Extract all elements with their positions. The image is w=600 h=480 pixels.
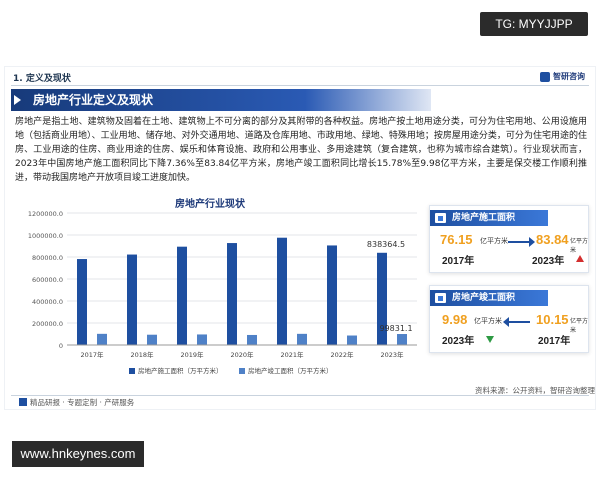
down-arrow-icon bbox=[486, 336, 494, 343]
x-tick-label: 2019年 bbox=[180, 350, 204, 359]
section-label: 1. 定义及现状 bbox=[13, 74, 71, 84]
data-label: 99831.1 bbox=[379, 324, 412, 333]
footer-divider bbox=[11, 395, 589, 396]
bar-construction bbox=[227, 243, 237, 345]
value-2017: 10.15 bbox=[536, 312, 569, 327]
data-label: 838364.5 bbox=[367, 240, 405, 249]
definition-paragraph: 房地产是指土地、建筑物及固着在土地、建筑物上不可分离的部分及其附带的各种权益。房… bbox=[15, 117, 587, 183]
bar-chart: 0 200000.0 400000.0 600000.0 800000.0 1000000… bbox=[28, 210, 417, 375]
year-label: 2017年 bbox=[442, 256, 475, 267]
unit-label: 亿平方米 bbox=[480, 237, 508, 245]
y-tick-label: 1200000.0 bbox=[28, 210, 63, 218]
bar-construction bbox=[327, 245, 337, 345]
website-watermark: www.hnkeynes.com bbox=[12, 441, 144, 467]
bar-construction bbox=[177, 246, 187, 345]
year-label: 2023年 bbox=[442, 336, 475, 347]
legend-label: 房地产施工面积（万平方米） bbox=[138, 366, 223, 375]
year-label: 2023年 bbox=[532, 256, 565, 267]
y-tick-label: 0 bbox=[59, 342, 63, 350]
bar-completion bbox=[147, 334, 157, 345]
x-tick-label: 2020年 bbox=[230, 350, 254, 359]
bar-completion bbox=[297, 333, 307, 345]
footer-logo-icon bbox=[19, 398, 27, 406]
tg-watermark-badge: TG: MYYJJPP bbox=[480, 12, 588, 36]
header-divider bbox=[11, 85, 589, 86]
brand-name: 智研咨询 bbox=[553, 72, 585, 81]
brand-logo-icon bbox=[540, 71, 550, 82]
unit-label: 亿平方米 bbox=[570, 318, 589, 334]
arrow-right-icon bbox=[508, 237, 535, 247]
title-arrow-icon bbox=[14, 95, 21, 105]
footer-label: 精品研报 · 专题定制 · 产研服务 bbox=[30, 398, 135, 407]
bar-completion bbox=[347, 335, 357, 345]
y-tick-label: 600000.0 bbox=[32, 276, 63, 284]
bar-construction bbox=[77, 259, 87, 345]
chart-title: 房地产行业现状 bbox=[175, 199, 245, 210]
unit-label: 亿平方米 bbox=[474, 317, 502, 325]
building-icon bbox=[435, 293, 446, 303]
bar-completion bbox=[397, 334, 407, 345]
y-tick-label: 400000.0 bbox=[32, 298, 63, 306]
y-tick-label: 1000000.0 bbox=[28, 232, 63, 240]
value-2017: 76.15 bbox=[440, 232, 473, 247]
y-tick-label: 800000.0 bbox=[32, 254, 63, 262]
bar-completion bbox=[197, 334, 207, 345]
x-tick-label: 2021年 bbox=[280, 350, 304, 359]
bar-completion bbox=[247, 334, 257, 345]
unit-label: 亿平方米 bbox=[570, 238, 589, 254]
report-slide: 1. 定义及现状 智研咨询 房地产行业定义及现状 房地产是指土地、建筑物及固着在… bbox=[4, 66, 596, 410]
year-label: 2017年 bbox=[538, 336, 571, 347]
completion-area-card: 房地产竣工面积 9.98 亿平方米 10.15 亿平方米 2023年 2017年 bbox=[429, 285, 589, 353]
value-2023: 9.98 bbox=[442, 312, 468, 327]
bar-construction bbox=[377, 252, 387, 345]
construction-area-card: 房地产施工面积 76.15 亿平方米 83.84 亿平方米 2017年 2023… bbox=[429, 205, 589, 273]
card-title: 房地产施工面积 bbox=[430, 210, 548, 226]
x-tick-label: 2022年 bbox=[330, 350, 354, 359]
x-tick-label: 2018年 bbox=[130, 350, 154, 359]
up-arrow-icon bbox=[576, 255, 584, 262]
page-title: 房地产行业定义及现状 bbox=[11, 89, 431, 111]
y-tick-label: 200000.0 bbox=[32, 320, 63, 328]
bar-construction bbox=[277, 237, 287, 345]
legend-label: 房地产竣工面积（万平方米） bbox=[248, 366, 333, 375]
x-tick-label: 2017年 bbox=[80, 350, 104, 359]
brand-logo: 智研咨询 bbox=[540, 71, 585, 82]
card-title: 房地产竣工面积 bbox=[430, 290, 548, 306]
footer-text: 精品研报 · 专题定制 · 产研服务 bbox=[19, 397, 134, 408]
x-tick-label: 2023年 bbox=[380, 350, 404, 359]
legend-swatch bbox=[239, 368, 245, 374]
bar-completion bbox=[97, 333, 107, 345]
value-2023: 83.84 bbox=[536, 232, 569, 247]
legend-swatch bbox=[129, 368, 135, 374]
source-note: 资料来源：公开资料，智研咨询整理 bbox=[475, 386, 595, 395]
bar-construction bbox=[127, 254, 137, 345]
arrow-left-icon bbox=[508, 321, 530, 323]
building-icon bbox=[435, 213, 446, 223]
